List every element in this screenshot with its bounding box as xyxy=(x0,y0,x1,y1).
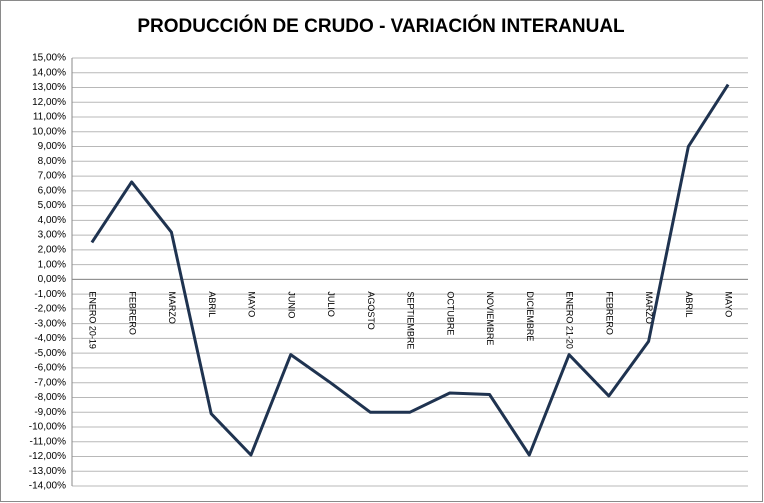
y-tick-label: 14,00% xyxy=(32,67,66,78)
y-tick-label: -4,00% xyxy=(34,333,66,344)
x-tick-label: NOVIEMBRE xyxy=(485,291,495,345)
x-tick-label: FEBRERO xyxy=(604,291,614,335)
y-tick-label: 5,00% xyxy=(38,200,66,211)
y-tick-label: 10,00% xyxy=(32,126,66,137)
x-tick-label: MARZO xyxy=(644,291,654,324)
x-tick-label: ENERO 20-19 xyxy=(88,291,98,349)
y-tick-label: 8,00% xyxy=(38,156,66,167)
x-tick-label: ABRIL xyxy=(207,291,217,317)
y-tick-label: -3,00% xyxy=(34,318,66,329)
x-tick-label: MAYO xyxy=(724,291,734,317)
y-tick-label: 3,00% xyxy=(38,230,66,241)
x-tick-label: MARZO xyxy=(167,291,177,324)
y-tick-label: 15,00% xyxy=(32,53,66,64)
x-tick-label: JUNIO xyxy=(286,291,296,318)
x-tick-label: FEBRERO xyxy=(127,291,137,335)
y-tick-label: 1,00% xyxy=(38,259,66,270)
y-tick-label: -14,00% xyxy=(29,481,66,492)
x-tick-label: OCTUBRE xyxy=(445,291,455,335)
y-tick-label: -1,00% xyxy=(34,289,66,300)
y-tick-label: -8,00% xyxy=(34,392,66,403)
y-tick-label: -6,00% xyxy=(34,363,66,374)
y-tick-label: 0,00% xyxy=(38,274,66,285)
y-tick-label: -7,00% xyxy=(34,377,66,388)
y-tick-label: -13,00% xyxy=(29,466,66,477)
x-tick-label: MAYO xyxy=(247,291,257,317)
y-tick-label: 4,00% xyxy=(38,215,66,226)
x-tick-label: AGOSTO xyxy=(366,291,376,329)
y-tick-label: 12,00% xyxy=(32,97,66,108)
y-tick-label: 7,00% xyxy=(38,171,66,182)
y-tick-label: -11,00% xyxy=(29,436,66,447)
y-tick-label: 9,00% xyxy=(38,141,66,152)
x-tick-label: SEPTIEMBRE xyxy=(406,291,416,349)
y-tick-label: 11,00% xyxy=(33,112,66,123)
data-line xyxy=(90,83,730,457)
y-tick-label: 2,00% xyxy=(38,245,66,256)
y-tick-label: -5,00% xyxy=(34,348,66,359)
y-tick-label: -10,00% xyxy=(29,422,66,433)
y-tick-label: 6,00% xyxy=(38,185,66,196)
y-tick-label: 13,00% xyxy=(32,82,66,93)
y-tick-label: -2,00% xyxy=(34,304,66,315)
x-tick-label: ABRIL xyxy=(684,291,694,317)
x-tick-label: ENERO 21-20 xyxy=(565,291,575,349)
y-tick-label: -9,00% xyxy=(34,407,66,418)
chart-title: PRODUCCIÓN DE CRUDO - VARIACIÓN INTERANU… xyxy=(137,15,625,37)
x-tick-label: DICIEMBRE xyxy=(525,291,535,341)
x-tick-label: JULIO xyxy=(326,291,336,317)
y-tick-label: -12,00% xyxy=(29,451,66,462)
